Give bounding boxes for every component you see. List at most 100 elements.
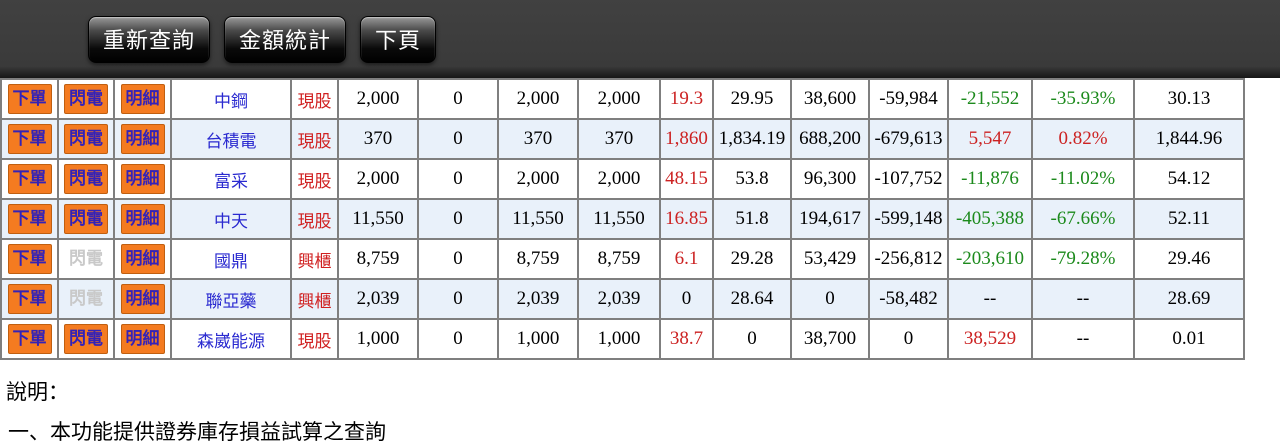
flash-button: 閃電 [69,289,103,308]
stock-name[interactable]: 聯亞藥 [170,278,292,320]
trade-type: 現股 [290,158,339,200]
flash-button[interactable]: 閃電 [64,204,108,234]
table-row: 下單 閃電 明細 森崴能源 現股 1,000 0 1,000 1,000 38.… [0,318,1245,360]
price-cell: 16.85 [659,198,714,240]
return-rate-cell: -67.66% [1031,198,1135,240]
unrealized-pl-cell: -405,388 [947,198,1033,240]
balance-cell: 2,000 [497,158,579,200]
avg-price-cell: 1,834.19 [712,118,792,160]
holdings-table: 下單 閃電 明細 中鋼 現股 2,000 0 2,000 2,000 19.3 … [0,78,1245,360]
stock-name[interactable]: 森崴能源 [170,318,292,360]
balance-cell: 1,000 [497,318,579,360]
breakeven-price-cell: 29.46 [1133,238,1245,280]
market-value-cell: 96,300 [790,158,870,200]
avg-price-cell: 0 [712,318,792,360]
table-row: 下單 閃電 明細 國鼎 興櫃 8,759 0 8,759 8,759 6.1 2… [0,238,1245,280]
order-button[interactable]: 下單 [7,204,52,234]
order-button[interactable]: 下單 [7,84,52,114]
table-row: 下單 閃電 明細 中鋼 現股 2,000 0 2,000 2,000 19.3 … [0,78,1245,120]
requery-button[interactable]: 重新查詢 [88,15,211,63]
pending-cell: 0 [417,318,499,360]
order-button[interactable]: 下單 [7,124,52,154]
detail-button[interactable]: 明細 [120,324,165,354]
stock-name[interactable]: 台積電 [170,118,292,160]
return-rate-cell: -- [1031,318,1135,360]
table-row: 下單 閃電 明細 中天 現股 11,550 0 11,550 11,550 16… [0,198,1245,240]
unrealized-pl-cell: -11,876 [947,158,1033,200]
unrealized-pl-cell: 38,529 [947,318,1033,360]
market-value-cell: 53,429 [790,238,870,280]
balance-cell: 11,550 [497,198,579,240]
shares-cell: 2,000 [337,78,419,120]
trade-type: 現股 [290,318,339,360]
detail-button[interactable]: 明細 [120,84,165,114]
trade-type: 現股 [290,78,339,120]
avg-price-cell: 53.8 [712,158,792,200]
available-cell: 2,000 [577,78,661,120]
breakeven-price-cell: 0.01 [1133,318,1245,360]
flash-button: 閃電 [69,249,103,268]
return-rate-cell: -11.02% [1031,158,1135,200]
return-rate-cell: 0.82% [1031,118,1135,160]
detail-button[interactable]: 明細 [120,284,165,314]
next-page-button[interactable]: 下頁 [360,15,437,63]
order-button[interactable]: 下單 [7,284,52,314]
detail-button[interactable]: 明細 [120,124,165,154]
detail-button[interactable]: 明細 [120,164,165,194]
note-title: 說明： [6,381,69,404]
amount-statistics-button[interactable]: 金額統計 [224,15,347,63]
flash-button[interactable]: 閃電 [64,164,108,194]
pending-cell: 0 [417,278,499,320]
available-cell: 1,000 [577,318,661,360]
shares-cell: 2,000 [337,158,419,200]
shares-cell: 11,550 [337,198,419,240]
toolbar: 重新查詢 金額統計 下頁 [0,0,1280,78]
table-row: 下單 閃電 明細 富采 現股 2,000 0 2,000 2,000 48.15… [0,158,1245,200]
balance-cell: 2,000 [497,78,579,120]
stock-name[interactable]: 中鋼 [170,78,292,120]
order-button[interactable]: 下單 [7,324,52,354]
price-cell: 1,860 [659,118,714,160]
price-cell: 6.1 [659,238,714,280]
shares-cell: 2,039 [337,278,419,320]
order-button[interactable]: 下單 [7,164,52,194]
balance-cell: 8,759 [497,238,579,280]
trade-type: 現股 [290,198,339,240]
table-row: 下單 閃電 明細 聯亞藥 興櫃 2,039 0 2,039 2,039 0 28… [0,278,1245,320]
detail-button[interactable]: 明細 [120,244,165,274]
flash-button[interactable]: 閃電 [64,324,108,354]
price-cell: 19.3 [659,78,714,120]
price-cell: 48.15 [659,158,714,200]
stock-name[interactable]: 富采 [170,158,292,200]
balance-cell: 2,039 [497,278,579,320]
available-cell: 2,000 [577,158,661,200]
available-cell: 11,550 [577,198,661,240]
cost-cell: -256,812 [868,238,949,280]
avg-price-cell: 29.28 [712,238,792,280]
available-cell: 2,039 [577,278,661,320]
stock-name[interactable]: 國鼎 [170,238,292,280]
order-button[interactable]: 下單 [7,244,52,274]
cost-cell: -599,148 [868,198,949,240]
shares-cell: 8,759 [337,238,419,280]
breakeven-price-cell: 30.13 [1133,78,1245,120]
shares-cell: 370 [337,118,419,160]
shares-cell: 1,000 [337,318,419,360]
unrealized-pl-cell: 5,547 [947,118,1033,160]
stock-name[interactable]: 中天 [170,198,292,240]
avg-price-cell: 28.64 [712,278,792,320]
trade-type: 興櫃 [290,278,339,320]
breakeven-price-cell: 28.69 [1133,278,1245,320]
detail-button[interactable]: 明細 [120,204,165,234]
avg-price-cell: 29.95 [712,78,792,120]
pending-cell: 0 [417,198,499,240]
market-value-cell: 38,600 [790,78,870,120]
unrealized-pl-cell: -- [947,278,1033,320]
balance-cell: 370 [497,118,579,160]
flash-button[interactable]: 閃電 [64,84,108,114]
return-rate-cell: -35.93% [1031,78,1135,120]
breakeven-price-cell: 52.11 [1133,198,1245,240]
flash-button[interactable]: 閃電 [64,124,108,154]
unrealized-pl-cell: -203,610 [947,238,1033,280]
market-value-cell: 688,200 [790,118,870,160]
